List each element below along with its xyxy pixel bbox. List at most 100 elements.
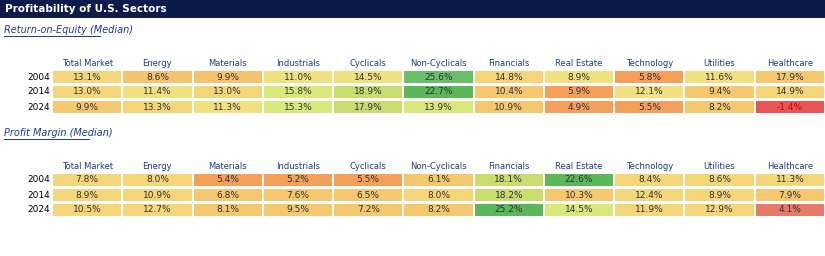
Bar <box>123 174 191 186</box>
Bar <box>194 86 262 98</box>
Text: 10.9%: 10.9% <box>143 190 172 199</box>
Bar <box>53 189 121 201</box>
Bar <box>404 174 473 186</box>
Text: 12.7%: 12.7% <box>143 206 172 215</box>
Bar <box>544 204 613 216</box>
Text: 14.5%: 14.5% <box>354 72 383 81</box>
Bar <box>474 204 543 216</box>
Text: Profitability of U.S. Sectors: Profitability of U.S. Sectors <box>5 4 167 14</box>
Text: 18.9%: 18.9% <box>354 88 383 97</box>
Text: 22.7%: 22.7% <box>424 88 453 97</box>
Text: Healthcare: Healthcare <box>766 162 813 171</box>
Bar <box>544 101 613 113</box>
Text: 13.0%: 13.0% <box>73 88 101 97</box>
Text: 2004: 2004 <box>27 176 50 185</box>
Text: 12.1%: 12.1% <box>635 88 663 97</box>
Text: Healthcare: Healthcare <box>766 59 813 68</box>
Bar <box>615 101 683 113</box>
Text: 2014: 2014 <box>27 190 50 199</box>
Bar <box>53 174 121 186</box>
Text: 11.9%: 11.9% <box>635 206 663 215</box>
Text: 15.3%: 15.3% <box>284 102 313 112</box>
Text: 6.1%: 6.1% <box>427 176 450 185</box>
Text: 14.5%: 14.5% <box>565 206 593 215</box>
Bar <box>686 204 754 216</box>
Text: 8.2%: 8.2% <box>708 102 731 112</box>
Text: Utilities: Utilities <box>704 162 735 171</box>
Text: Total Market: Total Market <box>62 59 113 68</box>
Text: 13.1%: 13.1% <box>73 72 101 81</box>
Text: 11.6%: 11.6% <box>705 72 734 81</box>
Bar <box>544 71 613 83</box>
Bar <box>474 189 543 201</box>
Bar <box>474 174 543 186</box>
Text: 25.2%: 25.2% <box>494 206 523 215</box>
Bar <box>334 174 403 186</box>
Bar <box>474 86 543 98</box>
Bar <box>615 71 683 83</box>
Bar <box>404 101 473 113</box>
Text: 5.5%: 5.5% <box>356 176 380 185</box>
Bar <box>123 204 191 216</box>
Bar <box>544 189 613 201</box>
Text: 8.1%: 8.1% <box>216 206 239 215</box>
Text: 17.9%: 17.9% <box>776 72 804 81</box>
Bar <box>544 86 613 98</box>
Text: Real Estate: Real Estate <box>555 59 603 68</box>
Text: 8.9%: 8.9% <box>708 190 731 199</box>
Text: 6.5%: 6.5% <box>356 190 380 199</box>
Bar <box>404 71 473 83</box>
Text: Financials: Financials <box>488 59 530 68</box>
Text: -1.4%: -1.4% <box>777 102 803 112</box>
Text: 11.0%: 11.0% <box>284 72 313 81</box>
Bar <box>334 189 403 201</box>
Bar <box>334 71 403 83</box>
Text: Total Market: Total Market <box>62 162 113 171</box>
Text: 9.5%: 9.5% <box>286 206 309 215</box>
Bar <box>123 71 191 83</box>
Text: 17.9%: 17.9% <box>354 102 383 112</box>
Text: 15.8%: 15.8% <box>284 88 313 97</box>
Text: 8.9%: 8.9% <box>568 72 591 81</box>
Bar <box>474 71 543 83</box>
Bar <box>123 86 191 98</box>
Text: Non-Cyclicals: Non-Cyclicals <box>410 59 467 68</box>
Text: 13.3%: 13.3% <box>143 102 172 112</box>
Text: 8.6%: 8.6% <box>146 72 169 81</box>
Text: 5.8%: 5.8% <box>638 72 661 81</box>
Text: 4.9%: 4.9% <box>568 102 591 112</box>
Bar <box>404 189 473 201</box>
Text: 5.5%: 5.5% <box>638 102 661 112</box>
Text: 8.0%: 8.0% <box>427 190 450 199</box>
Text: Return-on-Equity (Median): Return-on-Equity (Median) <box>4 25 133 35</box>
Text: 8.0%: 8.0% <box>146 176 169 185</box>
Text: 9.9%: 9.9% <box>216 72 239 81</box>
Bar <box>615 86 683 98</box>
Text: 7.6%: 7.6% <box>286 190 309 199</box>
Text: 14.9%: 14.9% <box>776 88 804 97</box>
Bar <box>544 174 613 186</box>
Text: Materials: Materials <box>209 162 247 171</box>
Text: 18.2%: 18.2% <box>494 190 523 199</box>
Text: 13.0%: 13.0% <box>214 88 242 97</box>
Bar <box>264 174 332 186</box>
Bar <box>0 0 825 18</box>
Text: 5.2%: 5.2% <box>286 176 309 185</box>
Text: 9.4%: 9.4% <box>708 88 731 97</box>
Text: 11.3%: 11.3% <box>214 102 242 112</box>
Text: 10.9%: 10.9% <box>494 102 523 112</box>
Bar <box>334 86 403 98</box>
Text: 13.9%: 13.9% <box>424 102 453 112</box>
Text: 8.4%: 8.4% <box>638 176 661 185</box>
Text: 8.9%: 8.9% <box>76 190 99 199</box>
Bar <box>756 86 824 98</box>
Bar <box>264 204 332 216</box>
Bar <box>264 189 332 201</box>
Bar <box>334 101 403 113</box>
Text: 5.9%: 5.9% <box>568 88 591 97</box>
Bar <box>686 189 754 201</box>
Text: Energy: Energy <box>143 162 172 171</box>
Text: Non-Cyclicals: Non-Cyclicals <box>410 162 467 171</box>
Text: 8.6%: 8.6% <box>708 176 731 185</box>
Text: Materials: Materials <box>209 59 247 68</box>
